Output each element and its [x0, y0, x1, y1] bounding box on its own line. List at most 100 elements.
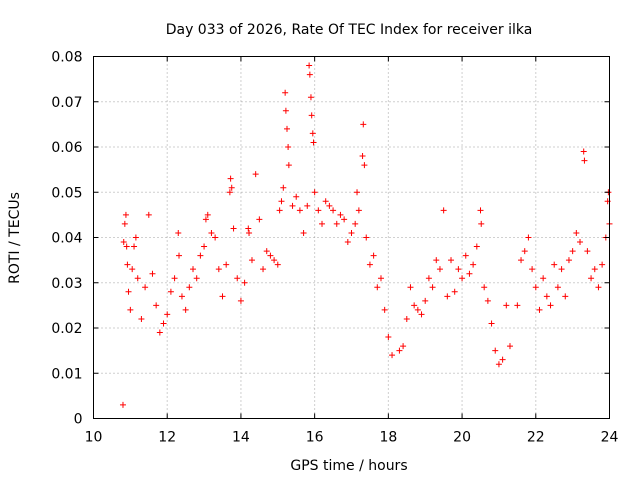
data-point: [142, 284, 149, 291]
data-point: [584, 248, 591, 255]
data-point: [284, 125, 290, 132]
data-point: [315, 207, 322, 214]
data-point: [252, 171, 259, 178]
data-point: [385, 334, 392, 341]
data-point: [267, 252, 274, 259]
data-point: [248, 257, 255, 264]
data-point: [595, 284, 602, 291]
y-tick-label: 0.05: [51, 185, 82, 201]
data-point: [309, 130, 316, 137]
axis-ticks: 10 12 14 16 18 20 22 24 0 0.01 0.02 0.03 0.04 0.05 0.0…: [51, 50, 618, 446]
data-point: [403, 315, 410, 322]
data-point: [271, 257, 278, 264]
data-point: [171, 275, 178, 282]
data-point: [212, 234, 219, 241]
data-point: [310, 139, 317, 146]
data-point: [241, 279, 248, 286]
data-point: [422, 297, 429, 304]
data-point: [418, 311, 425, 318]
data-point: [176, 252, 183, 259]
data-point: [495, 361, 502, 368]
data-point: [455, 266, 462, 273]
data-point: [204, 211, 211, 218]
data-point: [280, 184, 287, 191]
x-tick-label: 20: [453, 430, 471, 446]
data-point: [190, 266, 197, 273]
data-point: [149, 270, 156, 277]
data-point: [285, 162, 292, 169]
data-point: [156, 329, 163, 336]
data-point: [193, 275, 200, 282]
data-point: [119, 401, 126, 408]
data-point: [219, 293, 226, 300]
data-point: [374, 284, 381, 291]
data-point: [521, 248, 528, 255]
x-tick-label: 14: [232, 430, 250, 446]
data-point: [370, 252, 377, 259]
data-point: [223, 261, 230, 268]
data-point: [256, 216, 263, 223]
y-tick-label: 0.03: [51, 276, 82, 292]
data-point: [178, 293, 185, 300]
data-point: [569, 248, 576, 255]
y-tick-label: 0.07: [51, 95, 82, 111]
data-point: [429, 284, 436, 291]
x-tick-label: 22: [527, 430, 545, 446]
data-point: [499, 356, 506, 363]
data-point: [543, 293, 550, 300]
data-point: [478, 220, 485, 227]
data-point: [246, 229, 253, 236]
data-points: [119, 62, 613, 408]
data-point: [293, 193, 300, 200]
data-point: [123, 243, 130, 250]
data-point: [333, 220, 340, 227]
data-point: [389, 352, 396, 359]
data-point: [396, 347, 403, 354]
y-axis-label: ROTI / TECUs: [7, 192, 23, 284]
data-point: [175, 229, 182, 236]
data-point: [215, 266, 222, 273]
data-point: [263, 248, 270, 255]
data-point: [359, 153, 366, 160]
data-point: [348, 229, 355, 236]
data-point: [125, 288, 132, 295]
data-point: [591, 266, 598, 273]
data-point: [127, 306, 134, 313]
data-point: [306, 62, 313, 69]
data-point: [124, 261, 131, 268]
data-point: [573, 229, 580, 236]
chart-title: Day 033 of 2026, Rate Of TEC Index for r…: [166, 22, 533, 38]
data-point: [459, 275, 466, 282]
grid-layer: [93, 56, 610, 419]
x-tick-label: 10: [85, 430, 103, 446]
data-point: [201, 243, 208, 250]
y-tick-label: 0: [74, 412, 83, 428]
data-point: [354, 189, 361, 196]
data-point: [581, 157, 588, 164]
data-point: [296, 207, 303, 214]
data-point: [322, 198, 329, 205]
y-tick-label: 0.04: [51, 231, 82, 247]
data-point: [425, 275, 432, 282]
data-point: [197, 252, 204, 259]
data-point: [129, 266, 136, 273]
data-point: [282, 89, 289, 96]
data-point: [164, 311, 171, 318]
data-point: [306, 71, 313, 78]
data-point: [462, 252, 469, 259]
data-point: [308, 112, 315, 119]
data-point: [506, 343, 513, 350]
data-point: [360, 121, 367, 128]
data-point: [304, 202, 311, 209]
data-point: [237, 297, 244, 304]
data-point: [588, 275, 595, 282]
data-point: [414, 306, 421, 313]
data-point: [227, 175, 234, 182]
data-point: [451, 288, 458, 295]
data-point: [488, 320, 495, 327]
data-point: [182, 306, 189, 313]
data-point: [319, 220, 326, 227]
data-point: [400, 343, 407, 350]
data-point: [361, 162, 368, 169]
